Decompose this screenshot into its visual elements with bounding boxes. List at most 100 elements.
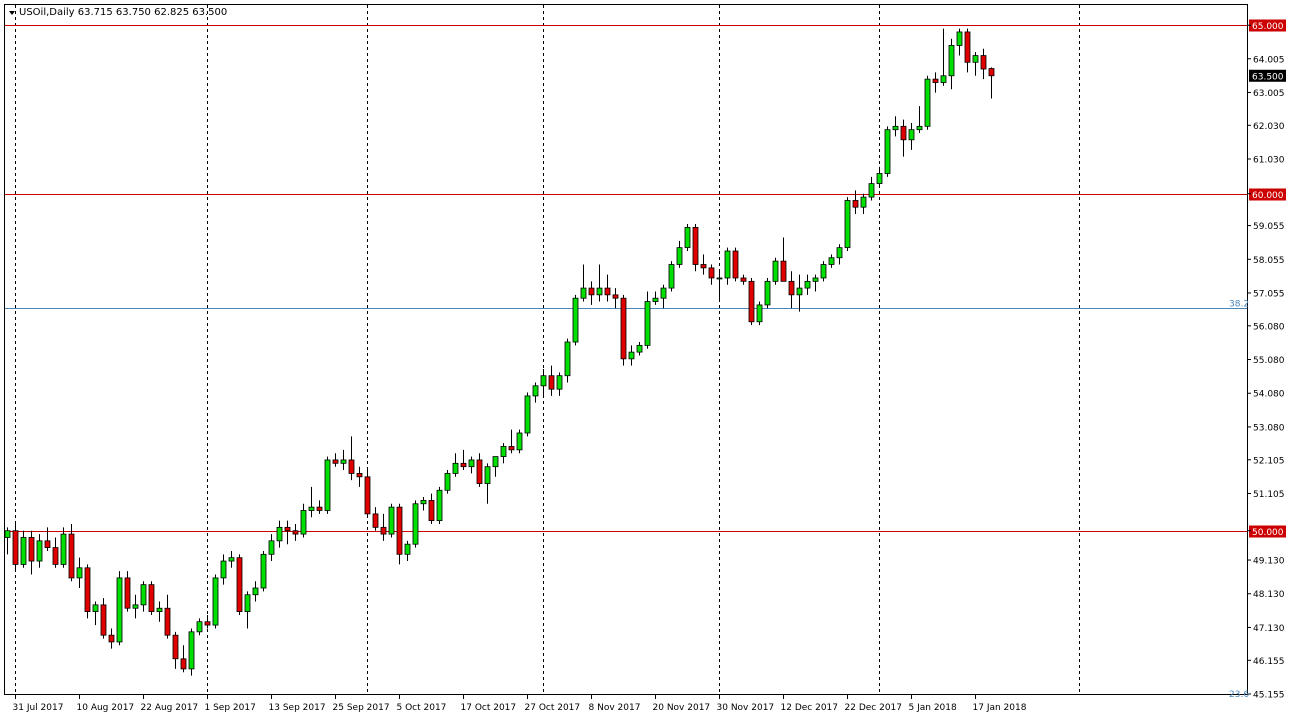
- candle: [452, 453, 459, 477]
- y-tick-label: 48.130: [1253, 590, 1285, 600]
- bull-candle-body: [4, 530, 11, 538]
- candle: [468, 456, 475, 474]
- bull-candle-body: [828, 257, 835, 265]
- candle: [804, 274, 811, 295]
- bull-candle-body: [420, 499, 427, 505]
- candle: [44, 527, 51, 551]
- bear-candle-body: [692, 227, 699, 265]
- level-price-label: 60.000: [1252, 191, 1284, 201]
- candle: [132, 594, 139, 619]
- bull-candle-body: [572, 297, 579, 343]
- bull-candle-body: [468, 459, 475, 468]
- candle: [292, 523, 299, 541]
- bear-candle-body: [332, 459, 339, 464]
- x-tick-label: 25 Sep 2017: [333, 703, 390, 713]
- bull-candle-body: [820, 264, 827, 279]
- bear-candle-body: [460, 462, 467, 468]
- bear-candle-body: [204, 621, 211, 626]
- candle: [20, 530, 27, 568]
- bear-candle-body: [980, 55, 987, 70]
- bull-candle-body: [892, 125, 899, 131]
- candle: [820, 261, 827, 282]
- x-tick-label: 1 Sep 2017: [205, 703, 256, 713]
- bear-candle-body: [356, 473, 363, 478]
- bull-candle-body: [556, 375, 563, 390]
- candle: [140, 581, 147, 612]
- candle: [860, 193, 867, 214]
- x-tick-label: 8 Nov 2017: [589, 703, 641, 713]
- x-tick-label: 10 Aug 2017: [77, 703, 135, 713]
- bull-candle-body: [532, 385, 539, 397]
- level-price-tag: [1249, 19, 1286, 32]
- candle: [156, 601, 163, 622]
- candle: [612, 288, 619, 309]
- candle: [836, 244, 843, 265]
- bull-candle-body: [876, 173, 883, 185]
- candle: [588, 281, 595, 305]
- candle: [12, 523, 19, 572]
- candle: [276, 520, 283, 548]
- candle: [748, 277, 755, 326]
- candle: [236, 554, 243, 615]
- bull-candle-body: [940, 75, 947, 83]
- bull-candle-body: [684, 227, 691, 249]
- bull-candle-body: [196, 621, 203, 633]
- x-tick-label: 13 Sep 2017: [269, 703, 326, 713]
- bull-candle-body: [924, 78, 931, 127]
- bull-candle-body: [340, 459, 347, 464]
- candle: [580, 264, 587, 302]
- bull-candle-body: [188, 631, 195, 670]
- bull-candle-body: [644, 301, 651, 346]
- bull-candle-body: [524, 395, 531, 434]
- candle: [972, 52, 979, 76]
- price-axis: 64.005 63.005 62.030 61.030 59.055 58.055 57.0…: [1247, 24, 1286, 701]
- chart-title: USOil,Daily 63.715 63.750 62.825 63.500: [19, 7, 227, 18]
- candle: [268, 534, 275, 562]
- candle: [732, 247, 739, 282]
- y-tick-label: 51.105: [1253, 490, 1285, 500]
- candle: [324, 456, 331, 514]
- bull-candle-body: [76, 567, 83, 579]
- candle: [788, 271, 795, 309]
- bull-candle-body: [916, 125, 923, 131]
- candle: [908, 122, 915, 150]
- bear-candle-body: [612, 294, 619, 299]
- bull-candle-body: [492, 456, 499, 468]
- candle: [188, 628, 195, 676]
- x-tick-label: 30 Nov 2017: [717, 703, 775, 713]
- bear-candle-body: [28, 537, 35, 562]
- candle: [260, 550, 267, 592]
- bull-candle-body: [36, 540, 43, 562]
- candle: [636, 342, 643, 356]
- candle: [708, 264, 715, 285]
- bull-candle-body: [884, 129, 891, 174]
- bull-candle-body: [564, 341, 571, 377]
- candle: [436, 486, 443, 524]
- candle: [532, 382, 539, 403]
- candle: [796, 274, 803, 312]
- bull-candle-body: [436, 489, 443, 522]
- candle: [924, 75, 931, 130]
- bull-candle-body: [324, 459, 331, 511]
- bull-candle-body: [92, 604, 99, 613]
- bull-candle-body: [452, 462, 459, 474]
- bull-candle-body: [540, 375, 547, 387]
- bull-candle-body: [948, 45, 955, 77]
- candles: [4, 28, 995, 676]
- candle: [252, 581, 259, 602]
- bear-candle-body: [316, 506, 323, 511]
- candle: [516, 429, 523, 454]
- dropdown-triangle-icon[interactable]: [9, 11, 15, 15]
- candle: [644, 291, 651, 349]
- level-price-label: 50.000: [1252, 528, 1284, 538]
- bull-candle-body: [300, 510, 307, 535]
- y-tick-label: 64.005: [1253, 55, 1285, 65]
- bear-candle-body: [364, 476, 371, 515]
- chart-header: USOil,Daily 63.715 63.750 62.825 63.500: [9, 7, 227, 18]
- candle: [556, 372, 563, 396]
- bull-candle-body: [860, 196, 867, 208]
- bull-candle-body: [836, 247, 843, 259]
- candle: [948, 38, 955, 90]
- candle: [868, 176, 875, 201]
